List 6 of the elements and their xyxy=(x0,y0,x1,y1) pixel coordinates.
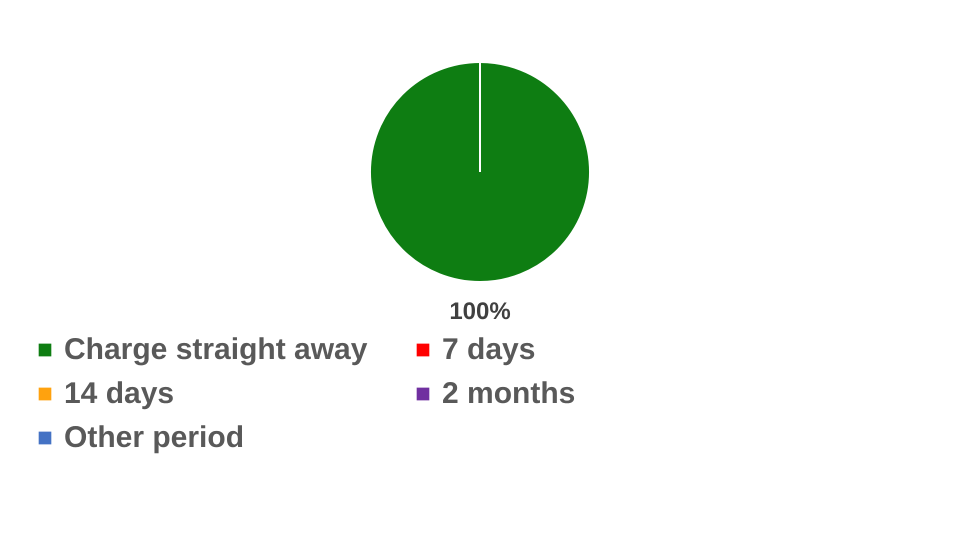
legend-label: Other period xyxy=(64,421,244,454)
data-label: 100% xyxy=(449,298,511,325)
legend-label: 2 months xyxy=(442,377,576,410)
legend-label: 7 days xyxy=(442,333,536,366)
legend-label: 14 days xyxy=(64,377,174,410)
legend-label: Charge straight away xyxy=(64,333,368,366)
